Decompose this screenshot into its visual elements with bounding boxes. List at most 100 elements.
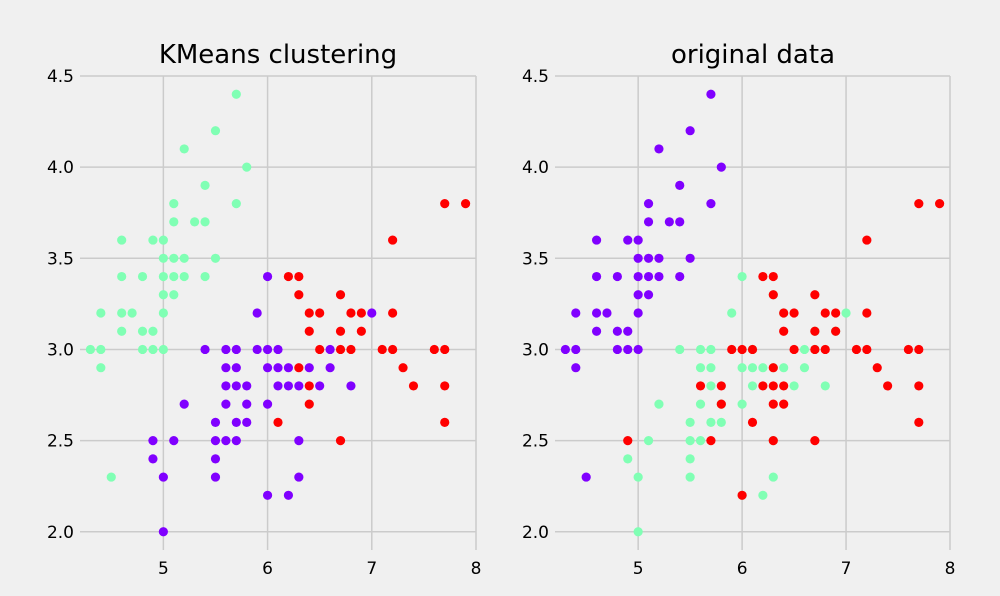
data-point	[768, 381, 778, 391]
y-tick-label: 3.0	[522, 340, 549, 360]
data-point	[768, 290, 778, 300]
data-point	[315, 308, 325, 318]
data-point	[862, 308, 872, 318]
data-point	[169, 253, 179, 263]
data-point	[633, 308, 643, 318]
data-point	[148, 436, 158, 446]
data-point	[210, 417, 221, 427]
data-point	[440, 381, 450, 391]
data-point	[242, 417, 252, 427]
data-point	[862, 235, 872, 245]
data-point	[779, 326, 789, 336]
data-point	[377, 344, 387, 355]
data-point	[737, 271, 747, 282]
data-point	[179, 144, 189, 154]
data-point	[872, 363, 882, 373]
data-point	[810, 344, 820, 355]
data-point	[643, 436, 654, 446]
data-point	[820, 381, 830, 391]
data-point	[623, 344, 633, 355]
y-tick-label: 3.5	[47, 249, 74, 269]
data-point	[231, 381, 241, 391]
data-point	[914, 417, 924, 427]
data-point	[158, 344, 168, 355]
data-point	[388, 344, 398, 355]
data-point	[158, 472, 168, 482]
data-point	[768, 363, 778, 373]
data-point	[158, 235, 168, 245]
data-point	[242, 381, 252, 391]
data-point	[117, 271, 127, 282]
data-point	[96, 363, 106, 373]
data-point	[440, 199, 450, 209]
data-point	[283, 271, 294, 282]
data-point	[96, 344, 106, 355]
data-point	[221, 363, 231, 373]
data-point	[768, 436, 778, 446]
data-point	[914, 344, 924, 355]
data-point	[85, 344, 96, 355]
data-point	[127, 308, 137, 318]
data-point	[581, 472, 591, 482]
data-point	[388, 308, 398, 318]
data-point	[695, 363, 706, 373]
x-tick-label: 5	[158, 559, 169, 579]
data-point	[148, 344, 158, 355]
data-point	[179, 253, 189, 263]
data-point	[820, 308, 830, 318]
data-point	[231, 363, 241, 373]
data-point	[335, 436, 346, 446]
data-point	[231, 417, 241, 427]
data-point	[737, 363, 747, 373]
data-point	[768, 472, 778, 482]
chart-title: original data	[671, 40, 835, 70]
data-point	[221, 381, 231, 391]
data-point	[851, 344, 862, 355]
data-point	[560, 344, 570, 355]
data-point	[221, 344, 231, 355]
data-point	[643, 253, 654, 263]
data-point	[210, 436, 221, 446]
data-point	[799, 344, 810, 355]
data-point	[273, 381, 283, 391]
data-point	[158, 290, 168, 300]
data-point	[283, 490, 294, 500]
data-point	[883, 381, 893, 391]
data-point	[158, 271, 168, 282]
data-point	[654, 399, 664, 409]
data-point	[914, 381, 924, 391]
data-point	[169, 217, 179, 227]
data-point	[200, 271, 210, 282]
data-point	[831, 308, 841, 318]
data-point	[117, 235, 127, 245]
data-point	[695, 381, 706, 391]
data-point	[304, 363, 314, 373]
data-point	[117, 326, 127, 336]
y-tick-label: 3.0	[47, 340, 74, 360]
data-point	[190, 217, 200, 227]
data-point	[273, 344, 283, 355]
data-point	[602, 308, 612, 318]
x-tick-label: 8	[945, 559, 956, 579]
data-point	[96, 308, 106, 318]
data-point	[727, 308, 737, 318]
data-point	[262, 271, 273, 282]
data-point	[200, 180, 210, 190]
data-point	[675, 217, 685, 227]
data-point	[862, 344, 872, 355]
data-point	[716, 381, 726, 391]
data-point	[262, 399, 273, 409]
data-point	[623, 436, 633, 446]
data-point	[747, 363, 758, 373]
plot-area: 5 6 7 8 2.0 2.5 3.0 3.5 4.0 4.5	[47, 67, 481, 579]
data-point	[664, 217, 674, 227]
data-point	[643, 199, 654, 209]
data-point	[325, 363, 335, 373]
data-point	[242, 162, 252, 172]
chart-title: KMeans clustering	[159, 40, 397, 70]
data-point	[148, 235, 158, 245]
y-tick-label: 2.0	[47, 523, 74, 543]
data-point	[810, 436, 820, 446]
data-point	[779, 381, 789, 391]
x-tick-label: 8	[471, 559, 482, 579]
